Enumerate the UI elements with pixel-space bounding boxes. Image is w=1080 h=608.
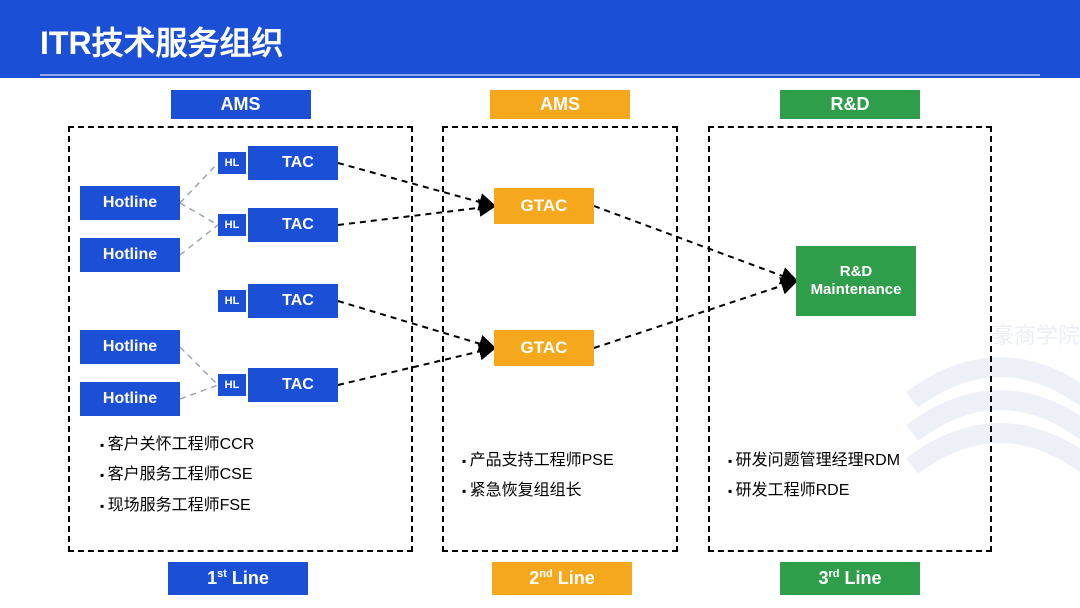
- node-hotline3: Hotline: [80, 330, 180, 364]
- column-footer-1: 2nd Line: [492, 562, 632, 595]
- bullet-item: 客户服务工程师CSE: [100, 460, 254, 490]
- hl-badge-tac1: HL: [218, 152, 246, 174]
- header-bar: ITR技术服务组织: [0, 0, 1080, 78]
- page-title: ITR技术服务组织: [40, 18, 1040, 76]
- node-rd: R&D Maintenance: [796, 246, 916, 316]
- column-header-1: AMS: [490, 90, 630, 119]
- node-tac4: TAC: [248, 368, 338, 402]
- bullet-item: 研发工程师RDE: [728, 476, 900, 506]
- node-gtac2: GTAC: [494, 330, 594, 366]
- node-gtac1: GTAC: [494, 188, 594, 224]
- node-hotline2: Hotline: [80, 238, 180, 272]
- node-hotline4: Hotline: [80, 382, 180, 416]
- node-tac3: TAC: [248, 284, 338, 318]
- column-bullets-1: 产品支持工程师PSE紧急恢复组组长: [462, 446, 614, 507]
- column-bullets-2: 研发问题管理经理RDM研发工程师RDE: [728, 446, 900, 507]
- column-header-0: AMS: [171, 90, 311, 119]
- node-hotline1: Hotline: [80, 186, 180, 220]
- hl-badge-tac2: HL: [218, 214, 246, 236]
- column-footer-0: 1st Line: [168, 562, 308, 595]
- column-header-2: R&D: [780, 90, 920, 119]
- column-bullets-0: 客户关怀工程师CCR客户服务工程师CSE现场服务工程师FSE: [100, 430, 254, 521]
- bullet-item: 客户关怀工程师CCR: [100, 430, 254, 460]
- node-tac2: TAC: [248, 208, 338, 242]
- column-footer-2: 3rd Line: [780, 562, 920, 595]
- bullet-item: 紧急恢复组组长: [462, 476, 614, 506]
- node-tac1: TAC: [248, 146, 338, 180]
- hl-badge-tac3: HL: [218, 290, 246, 312]
- diagram-canvas: 豪商学院 AMS 客户关怀工程师CCR客户服务工程师CSE现场服务工程师FSE 1s…: [0, 78, 1080, 608]
- watermark-text: 豪商学院: [992, 318, 1080, 350]
- bullet-item: 研发问题管理经理RDM: [728, 446, 900, 476]
- bullet-item: 现场服务工程师FSE: [100, 491, 254, 521]
- bullet-item: 产品支持工程师PSE: [462, 446, 614, 476]
- hl-badge-tac4: HL: [218, 374, 246, 396]
